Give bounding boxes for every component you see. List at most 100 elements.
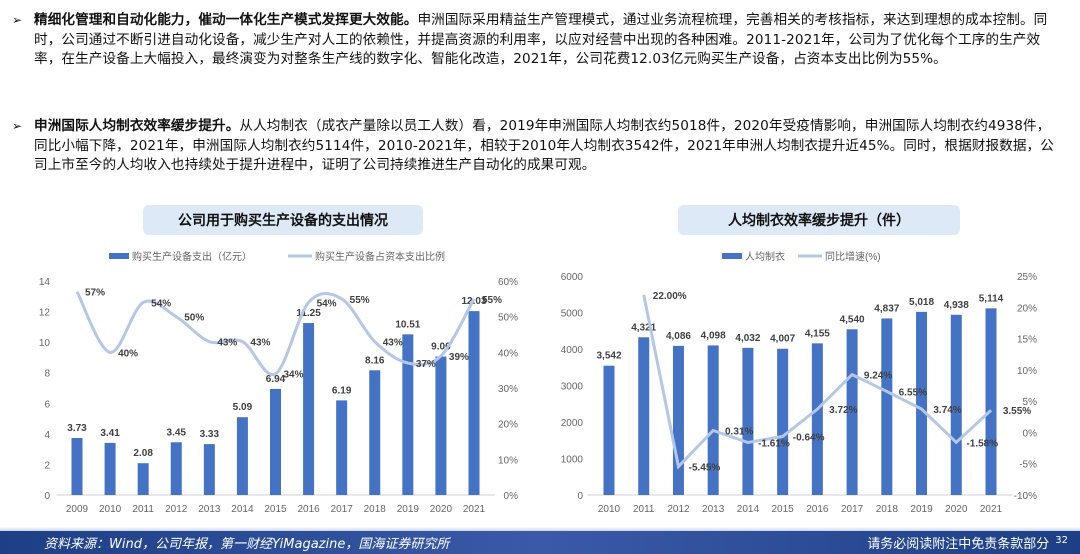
chart-title-equipment: 公司用于购买生产设备的支出情况	[143, 205, 423, 235]
bar	[672, 345, 684, 495]
bar	[916, 311, 928, 495]
bar	[71, 437, 83, 495]
bar-data-label: 3,542	[596, 351, 621, 362]
source-note: 资料来源：Wind，公司年报，第一财经YiMagazine，国海证券研究所	[44, 537, 450, 552]
line-data-label: -1.58%	[966, 438, 998, 449]
x-axis-tick: 2017	[331, 504, 354, 515]
bar	[846, 329, 858, 495]
legend-line-label: 购买生产设备占资本支出比例	[315, 250, 445, 263]
footer: 资料来源：Wind，公司年报，第一财经YiMagazine，国海证券研究所 请务…	[0, 531, 1080, 554]
bullet-icon: ➢	[12, 13, 23, 27]
line-series	[75, 290, 476, 376]
x-axis-tick: 2013	[198, 504, 221, 515]
x-axis-tick: 2018	[876, 504, 899, 515]
y-axis-tick: 0	[577, 491, 583, 502]
line-data-label: 0.31%	[725, 426, 753, 437]
x-axis-tick: 2021	[980, 504, 1003, 515]
line-data-label: 43%	[250, 338, 270, 349]
bar	[950, 314, 962, 495]
y2-axis-tick: 30%	[498, 384, 518, 395]
line-data-label: -5.45%	[689, 463, 721, 474]
bar-data-label: 6.94	[266, 374, 286, 385]
y2-axis-tick: 50%	[498, 313, 518, 324]
bar-data-label: 12.03	[461, 296, 486, 307]
paragraph-heading: 申洲国际人均制衣效率缓步提升。	[34, 118, 240, 134]
bar-data-label: 11.25	[296, 308, 321, 319]
y-axis-tick: 6000	[561, 272, 584, 283]
bar-data-label: 5.09	[233, 402, 253, 413]
bar-data-label: 9.06	[431, 342, 451, 353]
y2-axis-tick: 20%	[498, 420, 518, 431]
line-data-label: 37%	[416, 359, 436, 370]
line-data-label: -1.61%	[758, 439, 790, 450]
bar-data-label: 3.41	[100, 428, 120, 439]
legend-bar-label: 人均制衣	[745, 250, 785, 263]
x-axis-tick: 2010	[598, 504, 621, 515]
y-axis-tick: 12	[39, 308, 51, 319]
x-axis-tick: 2015	[264, 504, 287, 515]
y-axis-tick: 14	[39, 277, 51, 288]
paragraph-efficiency: ➢ 申洲国际人均制衣效率缓步提升。从人均制衣（成衣产量除以员工人数）看，2019…	[12, 117, 1064, 176]
line-data-label: 54%	[317, 298, 337, 309]
line-data-label: -0.64%	[793, 432, 825, 443]
line-data-label: 34%	[283, 370, 303, 381]
line-data-label: 39%	[449, 352, 469, 363]
bar	[603, 365, 615, 495]
bar	[236, 417, 248, 495]
bar-data-label: 3.73	[67, 423, 87, 434]
x-axis-tick: 2016	[806, 504, 829, 515]
bar-data-label: 4,155	[805, 328, 830, 339]
bar-data-label: 4,032	[735, 333, 760, 344]
y-axis-tick: 1000	[561, 455, 584, 466]
x-axis-tick: 2012	[165, 504, 188, 515]
bar-data-label: 8.16	[365, 355, 385, 366]
bar	[303, 323, 315, 495]
line-data-label: 3.72%	[829, 405, 857, 416]
bar-data-label: 2.08	[133, 448, 153, 459]
legend-bar-swatch	[109, 253, 129, 259]
y-axis-tick: 0	[44, 491, 50, 502]
x-axis-tick: 2015	[772, 504, 795, 515]
bar	[985, 308, 997, 495]
x-axis-tick: 2020	[430, 504, 453, 515]
bar	[811, 343, 823, 495]
bar-data-label: 4,837	[874, 303, 899, 314]
garment-efficiency-chart: 人均制衣 同比增速(%) 0 1000 2000 3000 4000 5000 6000 -10%…	[561, 250, 1038, 515]
line-data-label: 54%	[151, 298, 171, 309]
x-axis-tick: 2012	[667, 504, 690, 515]
x-axis-tick: 2019	[397, 504, 420, 515]
bar	[104, 442, 116, 495]
x-axis-tick: 2020	[945, 504, 968, 515]
line-data-label: 55%	[350, 295, 370, 306]
bar	[336, 400, 348, 495]
bar	[402, 334, 414, 495]
y2-axis-tick: -10%	[1014, 491, 1037, 502]
x-axis-tick: 2013	[702, 504, 725, 515]
line-data-label: 57%	[85, 288, 105, 299]
bar	[435, 356, 447, 495]
line-data-label: 9.24%	[864, 371, 892, 382]
y-axis-tick: 10	[39, 338, 51, 349]
bar-data-label: 4,007	[770, 334, 795, 345]
bar	[170, 442, 182, 495]
x-axis-tick: 2011	[132, 504, 154, 515]
y2-axis-tick: 5%	[1023, 397, 1038, 408]
line-data-label: 55%	[482, 295, 502, 306]
y-axis-tick: 2	[44, 460, 50, 471]
line-data-label: 3.55%	[1003, 406, 1031, 417]
y2-axis-tick: 40%	[498, 348, 518, 359]
bar	[468, 311, 480, 495]
bullet-icon: ➢	[12, 119, 23, 133]
legend-line-label: 同比增速(%)	[825, 250, 881, 263]
y-axis-tick: 4	[44, 430, 50, 441]
bar-data-label: 4,086	[666, 331, 691, 342]
y2-axis-tick: 0%	[1023, 428, 1038, 439]
equipment-spending-chart: 购买生产设备支出（亿元） 购买生产设备占资本支出比例 0 2 4 6 8 10 12 14 0% 10…	[39, 250, 518, 515]
legend-bar-swatch	[722, 253, 742, 259]
page-number: 32	[1055, 534, 1068, 546]
bar-data-label: 4,098	[701, 330, 726, 341]
bar-data-label: 10.51	[395, 319, 420, 330]
x-axis-tick: 2016	[297, 504, 320, 515]
paragraph-text: 从人均制衣（成衣产量除以员工人数）看，2019年申洲国际人均制衣约5018件，2…	[34, 118, 1054, 173]
paragraph-text: 申洲国际采用精益生产管理模式，通过业务流程梳理，完善相关的考核指标，来达到理想的…	[34, 12, 1048, 67]
